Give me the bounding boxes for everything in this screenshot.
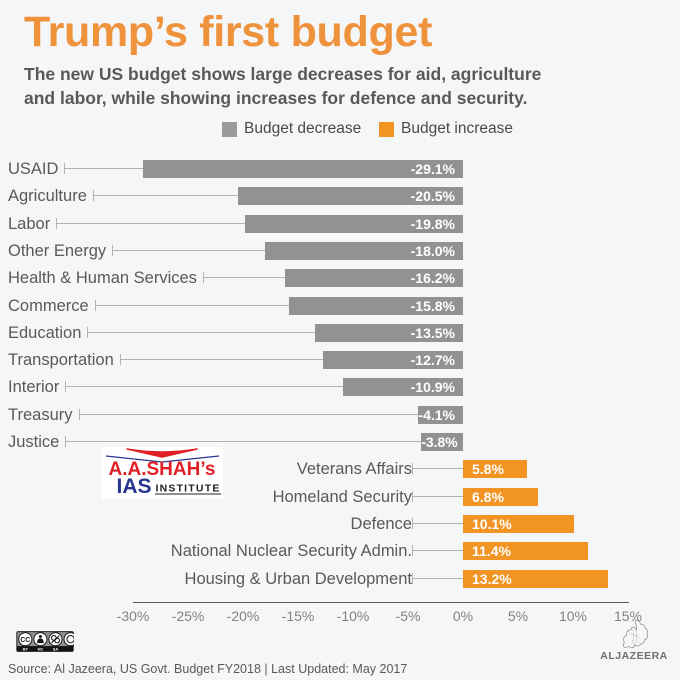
svg-text:NC: NC [38,646,44,651]
svg-text:BY: BY [23,646,29,651]
svg-text:SA: SA [53,646,59,651]
svg-text:INSTITUTE: INSTITUTE [155,483,220,495]
svg-text:CC: CC [20,637,30,644]
svg-text:IAS: IAS [116,475,151,498]
